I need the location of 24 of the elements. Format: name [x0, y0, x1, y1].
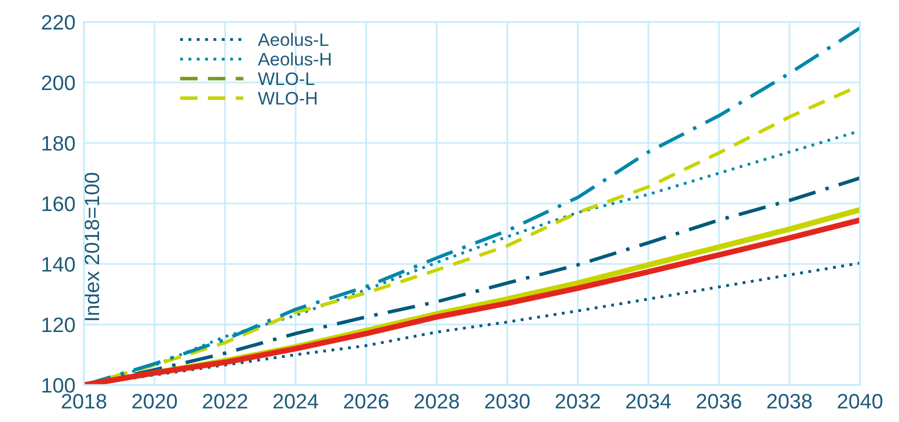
x-tick-label: 2018	[62, 394, 106, 409]
x-tick-label: 2030	[485, 394, 530, 409]
x-tick-label: 2040	[838, 394, 882, 409]
y-tick-label: 100	[42, 378, 75, 393]
x-tick-label: 2038	[767, 394, 812, 409]
x-tick-label: 2028	[414, 394, 459, 409]
x-tick-label: 2026	[344, 394, 388, 409]
x-tick-label: 2036	[696, 394, 742, 409]
y-tick-label: 120	[42, 317, 75, 332]
y-tick-label: 140	[42, 256, 75, 272]
x-tick-label: 2020	[132, 394, 177, 409]
legend-label: WLO-H	[258, 92, 317, 105]
y-axis-title: Index 2018=100	[84, 172, 100, 320]
y-tick-label: 180	[42, 136, 75, 151]
y-tick-label: 200	[42, 75, 75, 90]
legend-label: Aeolus-L	[258, 32, 328, 46]
x-tick-label: 2034	[626, 394, 671, 409]
legend-label: Aeolus-H	[258, 52, 331, 66]
x-tick-label: 2032	[556, 394, 600, 409]
legend-label: WLO-L	[258, 72, 314, 86]
y-tick-label: 160	[42, 196, 75, 212]
y-tick-label: 220	[42, 14, 75, 30]
x-tick-label: 2024	[273, 394, 318, 409]
x-tick-label: 2022	[202, 394, 248, 409]
